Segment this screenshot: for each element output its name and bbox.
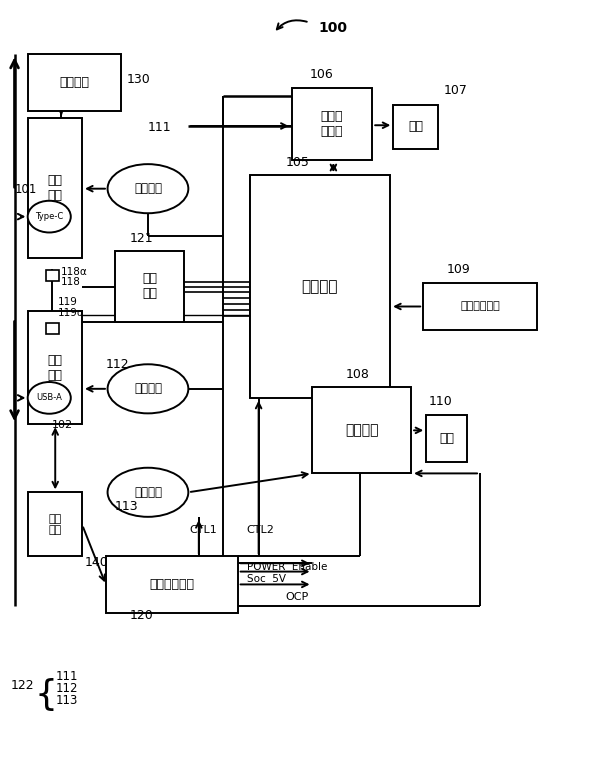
Text: 130: 130 — [127, 73, 151, 86]
Text: OCP: OCP — [285, 592, 309, 602]
Text: 140: 140 — [85, 556, 109, 569]
Text: 100: 100 — [319, 21, 347, 36]
Text: {: { — [34, 678, 57, 712]
Text: 105: 105 — [285, 156, 310, 169]
Text: 模式选择开关: 模式选择开关 — [460, 302, 500, 312]
Text: 第三开关: 第三开关 — [134, 486, 162, 499]
Text: 电池: 电池 — [408, 121, 423, 133]
Bar — [313, 387, 411, 474]
Bar — [291, 88, 372, 160]
Text: Type-C: Type-C — [35, 212, 63, 221]
Text: CTL1: CTL1 — [190, 525, 218, 535]
Text: 控制单元: 控制单元 — [302, 279, 338, 294]
Text: 第一开关: 第一开关 — [134, 182, 162, 195]
Text: 负载保护模块: 负载保护模块 — [150, 578, 194, 591]
Text: 107: 107 — [444, 84, 468, 97]
Text: 110: 110 — [429, 396, 453, 409]
Text: 外部
装置: 外部 装置 — [49, 514, 62, 535]
Ellipse shape — [108, 164, 188, 213]
Bar — [115, 251, 184, 322]
Text: 协议
单元: 协议 单元 — [142, 272, 157, 300]
Text: 101: 101 — [14, 183, 37, 196]
Text: 111: 111 — [55, 669, 78, 683]
Text: USB-A: USB-A — [36, 393, 62, 402]
Bar — [46, 271, 59, 280]
Text: 102: 102 — [52, 421, 73, 431]
Text: 108: 108 — [346, 368, 369, 381]
Text: 113: 113 — [115, 500, 139, 512]
Bar — [423, 283, 537, 330]
Bar — [393, 105, 438, 149]
Text: 121: 121 — [130, 232, 154, 245]
Ellipse shape — [108, 365, 188, 413]
Text: 第二
端口: 第二 端口 — [47, 354, 63, 382]
Ellipse shape — [28, 201, 71, 233]
Text: CTL2: CTL2 — [246, 525, 275, 535]
Bar — [28, 492, 82, 556]
Text: 113: 113 — [55, 694, 78, 706]
Bar — [46, 323, 59, 334]
Bar — [28, 118, 82, 258]
Text: 外部装置: 外部装置 — [59, 76, 90, 89]
Text: 第一
端口: 第一 端口 — [47, 174, 63, 202]
Text: Soc  5V: Soc 5V — [246, 575, 285, 584]
Text: 119: 119 — [58, 297, 78, 307]
Bar — [28, 311, 82, 424]
Ellipse shape — [108, 468, 188, 517]
Text: 119α: 119α — [58, 308, 85, 318]
Text: POWER  Enable: POWER Enable — [246, 562, 327, 572]
Text: 主机系统: 主机系统 — [345, 423, 379, 437]
Text: 第二开关: 第二开关 — [134, 382, 162, 396]
Text: 106: 106 — [310, 67, 333, 80]
Text: 120: 120 — [130, 609, 154, 622]
Text: 122: 122 — [10, 679, 34, 692]
Text: 111: 111 — [148, 121, 171, 133]
Bar — [28, 55, 121, 111]
Text: 109: 109 — [447, 263, 471, 276]
Bar — [106, 556, 237, 613]
Text: 118: 118 — [61, 277, 81, 287]
Text: 118α: 118α — [61, 267, 88, 277]
Text: 112: 112 — [106, 359, 130, 371]
Ellipse shape — [28, 382, 71, 414]
Text: 112: 112 — [55, 681, 78, 694]
Bar — [426, 415, 467, 462]
Bar — [249, 175, 390, 398]
Text: 光机: 光机 — [439, 432, 454, 445]
Text: 充电控
制电路: 充电控 制电路 — [321, 110, 343, 138]
